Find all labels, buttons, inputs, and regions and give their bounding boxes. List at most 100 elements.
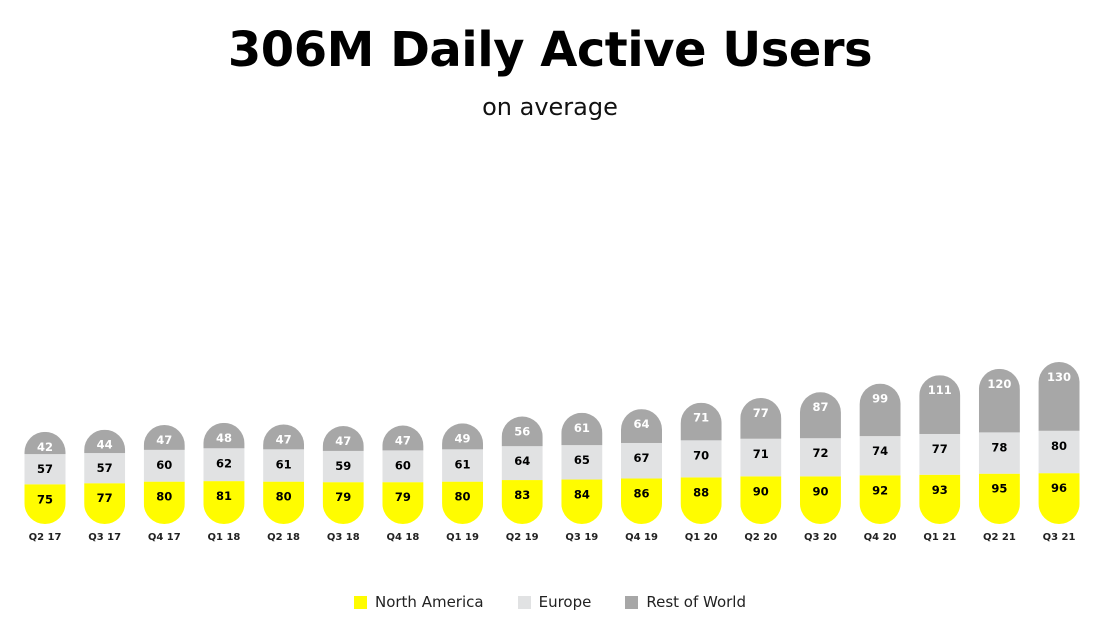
data-label-europe-q1-19: 61 [455, 457, 471, 471]
data-label-europe-q4-18: 60 [395, 458, 411, 472]
bar-segment-rest-of-world-q2-21 [978, 368, 1020, 433]
data-label-north-america-q1-19: 80 [455, 490, 471, 504]
bar-segment-north-america-q2-21 [978, 473, 1020, 524]
data-label-europe-q4-20: 74 [872, 444, 888, 458]
legend-item-rest-of-world: Rest of World [625, 593, 746, 611]
bar-segment-europe-q1-19 [442, 449, 484, 482]
bar-stack-q3-21 [1038, 361, 1080, 524]
data-label-rest-of-world-q2-19: 56 [514, 425, 530, 439]
bar-segment-europe-q1-18 [203, 448, 245, 482]
x-tick-label-q2-20: Q2 20 [744, 532, 777, 543]
x-tick-label-q4-20: Q4 20 [864, 532, 897, 543]
bar-segment-north-america-q1-18 [203, 481, 245, 524]
bar-segment-europe-q4-17 [143, 449, 185, 482]
data-label-north-america-q2-21: 95 [991, 482, 1007, 496]
data-label-rest-of-world-q1-20: 71 [693, 411, 709, 425]
data-label-rest-of-world-q1-19: 49 [455, 431, 471, 445]
bar-stack-q2-20 [740, 397, 782, 524]
data-label-rest-of-world-q4-20: 99 [872, 392, 888, 406]
bar-segment-north-america-q4-20 [859, 475, 901, 524]
chart-title: 306M Daily Active Users [227, 22, 873, 78]
data-label-north-america-q2-17: 75 [37, 492, 53, 506]
chart-subtitle: on average [482, 93, 618, 121]
x-tick-label-q4-18: Q4 18 [386, 532, 419, 543]
bar-segment-rest-of-world-q4-19 [621, 409, 662, 443]
data-label-europe-q2-18: 61 [276, 457, 292, 471]
bar-segment-europe-q2-20 [740, 438, 782, 477]
data-label-north-america-q2-18: 80 [276, 490, 292, 504]
data-label-north-america-q3-18: 79 [335, 490, 351, 504]
data-label-rest-of-world-q4-17: 47 [156, 433, 172, 447]
data-label-north-america-q3-17: 77 [97, 491, 113, 505]
legend-swatch-north-america [353, 595, 367, 609]
x-tick-label-q4-19: Q4 19 [625, 532, 658, 543]
bar-stack-q1-21 [919, 375, 961, 524]
data-label-north-america-q2-19: 83 [514, 488, 530, 502]
bar-segment-europe-q2-19 [501, 446, 543, 481]
data-label-europe-q4-17: 60 [156, 458, 172, 472]
bar-segment-north-america-q1-20 [680, 477, 722, 524]
data-label-europe-q1-21: 77 [932, 442, 948, 456]
legend-item-north-america: North America [353, 593, 484, 611]
bar-segment-europe-q4-19 [621, 442, 662, 479]
data-label-europe-q2-21: 78 [991, 440, 1007, 454]
data-label-rest-of-world-q3-17: 44 [97, 438, 113, 452]
bar-segment-rest-of-world-q2-17 [24, 431, 66, 455]
legend: North America Europe Rest of World [0, 593, 1100, 611]
bar-segment-europe-q3-19 [561, 445, 603, 480]
data-label-rest-of-world-q3-21: 130 [1047, 370, 1071, 384]
bar-segment-europe-q1-20 [680, 440, 722, 478]
bar-segment-north-america-q3-17 [84, 483, 126, 524]
data-label-rest-of-world-q4-19: 64 [633, 417, 649, 431]
data-label-europe-q4-19: 67 [633, 451, 649, 465]
bar-segment-north-america-q2-19 [501, 480, 543, 524]
data-label-rest-of-world-q4-18: 47 [395, 434, 411, 448]
data-label-europe-q1-18: 62 [216, 456, 232, 470]
bar-segment-rest-of-world-q3-17 [84, 429, 126, 454]
data-label-europe-q3-20: 72 [812, 446, 828, 460]
bar-segment-rest-of-world-q1-21 [919, 375, 961, 434]
x-tick-label-q4-17: Q4 17 [148, 532, 181, 543]
data-label-north-america-q3-19: 84 [574, 488, 590, 502]
bar-stack-q2-21 [978, 368, 1020, 524]
bar-segment-europe-q2-18 [263, 449, 305, 482]
data-label-rest-of-world-q3-20: 87 [812, 400, 828, 414]
legend-item-europe: Europe [517, 593, 591, 611]
data-label-rest-of-world-q2-17: 42 [37, 440, 53, 454]
legend-swatch-europe [517, 595, 531, 609]
bar-segment-rest-of-world-q2-20 [740, 397, 782, 439]
data-label-north-america-q4-17: 80 [156, 490, 172, 504]
bar-stack-q3-17 [84, 429, 126, 524]
bar-stack-q4-20 [859, 383, 901, 524]
legend-swatch-rest-of-world [625, 595, 639, 609]
bar-segment-europe-q3-18 [322, 450, 364, 483]
data-label-rest-of-world-q2-20: 77 [753, 406, 769, 420]
x-tick-label-q2-21: Q2 21 [983, 532, 1016, 543]
data-label-rest-of-world-q1-18: 48 [216, 431, 232, 445]
data-label-europe-q3-21: 80 [1051, 439, 1067, 453]
bar-segment-north-america-q1-21 [919, 474, 961, 524]
data-label-europe-q1-20: 70 [693, 448, 709, 462]
bar-stack-q4-17 [143, 424, 185, 524]
x-tick-label-q3-17: Q3 17 [88, 532, 121, 543]
data-label-europe-q2-20: 71 [753, 447, 769, 461]
bar-stack-q4-18 [382, 425, 424, 524]
data-label-europe-q3-17: 57 [97, 461, 113, 475]
bar-stack-q1-20 [680, 402, 722, 524]
bar-segment-europe-q4-20 [859, 436, 901, 476]
data-label-europe-q3-19: 65 [574, 453, 590, 467]
data-label-north-america-q1-18: 81 [216, 489, 232, 503]
x-tick-label-q3-20: Q3 20 [804, 532, 837, 543]
x-tick-label-q1-21: Q1 21 [923, 532, 956, 543]
bar-segment-europe-q3-20 [799, 438, 841, 477]
legend-label-north-america: North America [374, 593, 484, 611]
x-tick-label-q3-21: Q3 21 [1043, 532, 1076, 543]
data-label-europe-q2-19: 64 [514, 454, 530, 468]
bar-segment-north-america-q3-18 [322, 482, 364, 524]
bar-segment-europe-q3-21 [1038, 430, 1080, 474]
data-label-europe-q3-18: 59 [335, 459, 351, 473]
bar-segment-north-america-q3-19 [561, 479, 603, 524]
bar-segment-rest-of-world-q3-21 [1038, 361, 1080, 431]
data-label-north-america-q4-20: 92 [872, 483, 888, 497]
data-label-rest-of-world-q2-18: 47 [276, 432, 292, 446]
